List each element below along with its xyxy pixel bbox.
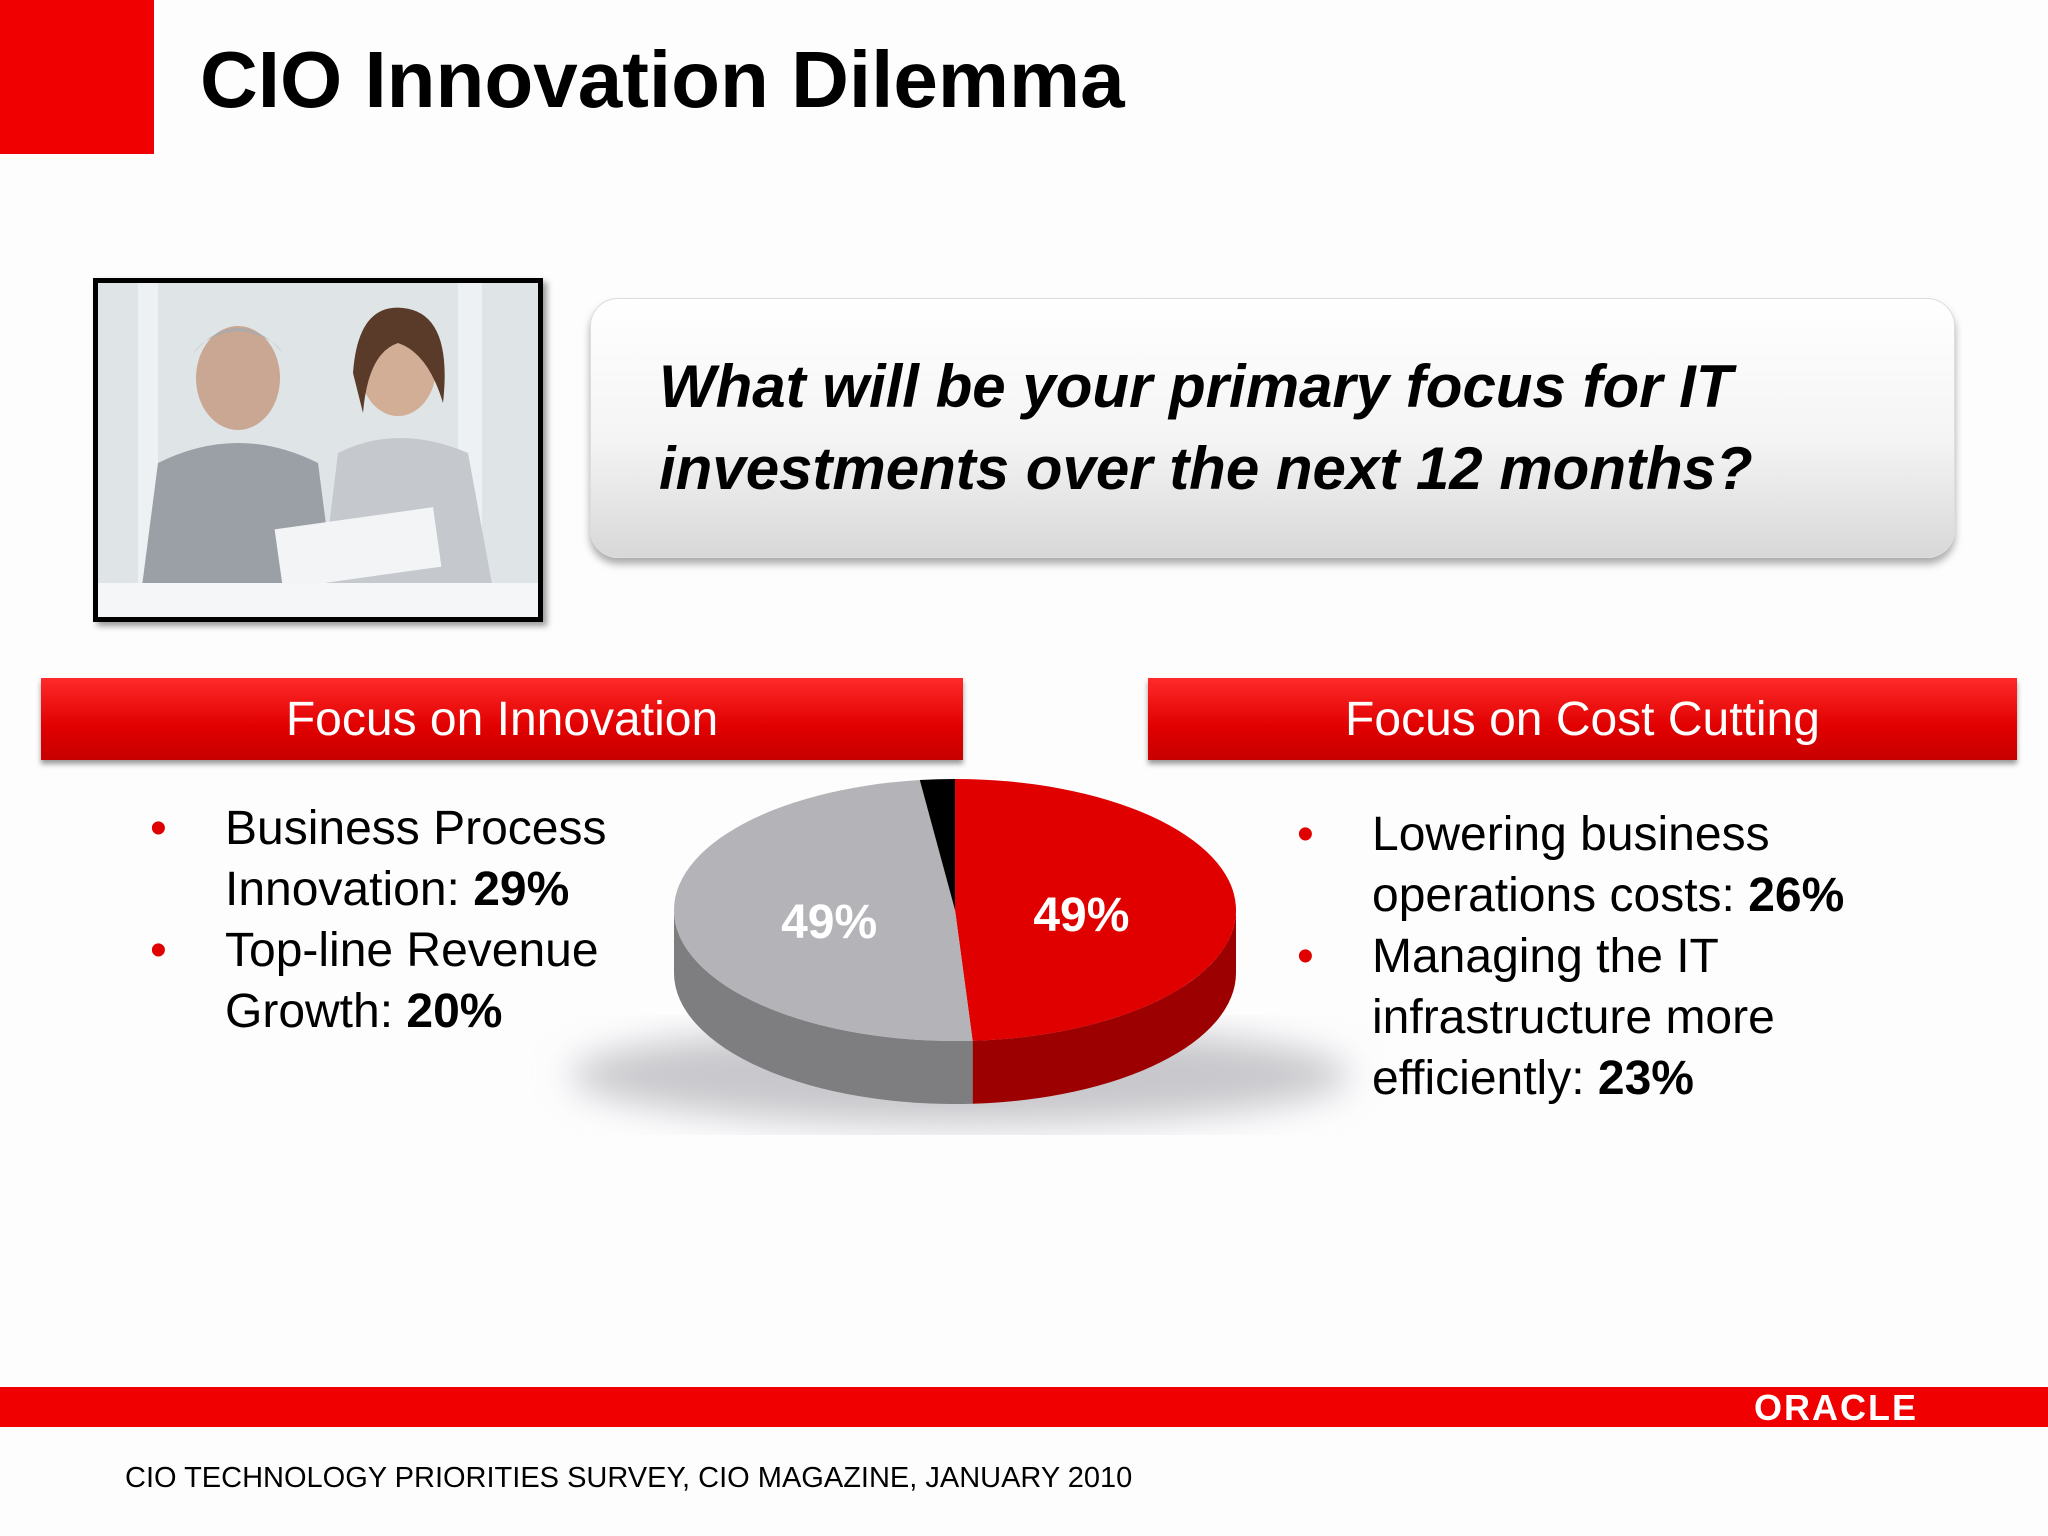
data-label: 49% — [781, 896, 877, 949]
bullet-text: Lowering business operations costs: — [1372, 808, 1770, 922]
bullet: Lowering business operations costs: 26% — [1297, 804, 1902, 926]
photo — [93, 278, 543, 622]
slice-top — [955, 779, 1237, 1041]
source-note: CIO TECHNOLOGY PRIORITIES SURVEY, CIO MA… — [125, 1462, 1133, 1494]
slice-top — [674, 780, 973, 1041]
bullet: Top-line Revenue Growth: 20% — [150, 920, 665, 1042]
title-accent — [0, 0, 154, 154]
pie-slice — [674, 780, 973, 1104]
pie-slice — [955, 779, 1237, 1104]
slice-side — [674, 910, 973, 1104]
bullet-value: 26% — [1748, 869, 1845, 922]
pie-slice — [919, 779, 955, 910]
bullet: Business Process Innovation: 29% — [150, 798, 665, 920]
logo: ORACLE — [1754, 1387, 1918, 1428]
footer-band — [0, 1387, 2048, 1427]
photo-art — [98, 283, 538, 617]
bullet-list: Business Process Innovation: 29% Top-lin… — [150, 798, 665, 1042]
slice-side — [972, 910, 1236, 1104]
data-label: 49% — [1033, 889, 1129, 942]
bullet: Managing the IT infrastructure more effi… — [1297, 926, 1902, 1109]
slide-title: CIO Innovation Dilemma — [200, 35, 1125, 124]
question: What will be your primary focus for IT i… — [659, 353, 1753, 502]
bullet-text: Top-line Revenue Growth: — [225, 924, 599, 1038]
bullet-value: 29% — [473, 863, 570, 916]
bullet-text: Managing the IT infrastructure more effi… — [1372, 930, 1775, 1105]
bullet-value: 23% — [1597, 1052, 1694, 1105]
question-box: What will be your primary focus for IT i… — [590, 298, 1955, 558]
panel-header: Focus on Cost Cutting — [1148, 678, 2017, 760]
bullet-value: 20% — [406, 985, 503, 1038]
bullet-text: Business Process Innovation: — [225, 802, 607, 916]
pie-shadow — [570, 1025, 1350, 1125]
bullet-list: Lowering business operations costs: 26% … — [1297, 804, 1902, 1109]
slice-top — [919, 779, 955, 910]
panel-header: Focus on Innovation — [41, 678, 963, 760]
